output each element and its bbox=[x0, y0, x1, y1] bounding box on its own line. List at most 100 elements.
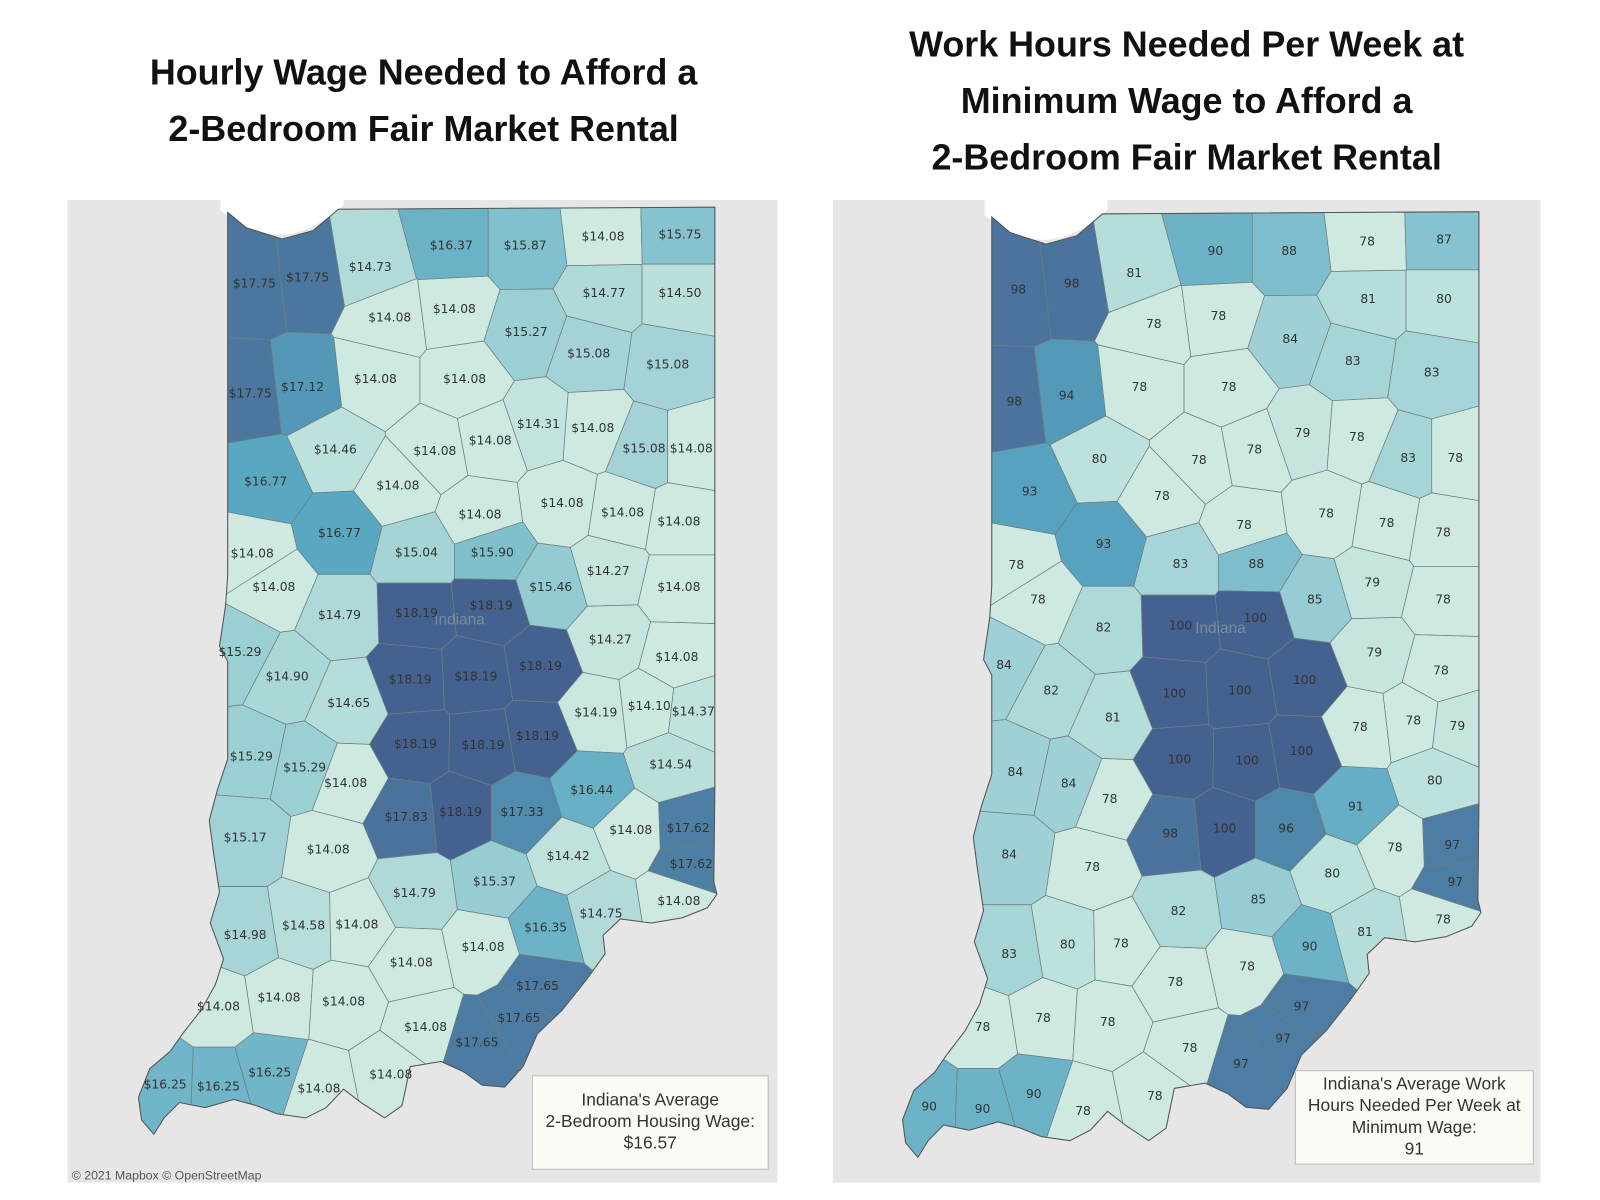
county-label: $14.08 bbox=[458, 507, 501, 521]
lake bbox=[984, 199, 1108, 240]
county-label: 78 bbox=[1035, 1011, 1051, 1025]
county-label: $18.19 bbox=[389, 672, 432, 686]
county-label: $14.37 bbox=[672, 704, 715, 718]
lake bbox=[220, 199, 344, 235]
county-label: $18.19 bbox=[462, 738, 505, 752]
county-label: $14.79 bbox=[318, 608, 361, 622]
average-text: $16.57 bbox=[624, 1133, 677, 1153]
county-label: 79 bbox=[1364, 576, 1380, 590]
county-label: 81 bbox=[1126, 266, 1142, 280]
county-label: 78 bbox=[1405, 714, 1421, 728]
county-label: $16.77 bbox=[244, 475, 287, 489]
county-label: $15.37 bbox=[473, 875, 516, 889]
county-label: 78 bbox=[1236, 518, 1252, 532]
county-label: 85 bbox=[1251, 893, 1267, 907]
attribution: © 2021 Mapbox © OpenStreetMap bbox=[72, 1168, 262, 1182]
county-label: 94 bbox=[1059, 388, 1075, 402]
county-label: 78 bbox=[1030, 592, 1046, 606]
county-label: 78 bbox=[1318, 507, 1334, 521]
average-box bbox=[1294, 1070, 1534, 1165]
county-label: $17.33 bbox=[501, 805, 544, 819]
county-label: 78 bbox=[1146, 317, 1162, 331]
county-label: 90 bbox=[1208, 244, 1224, 258]
county-label: $15.08 bbox=[567, 346, 610, 360]
county-label: 84 bbox=[1282, 332, 1298, 346]
county-label: $15.29 bbox=[218, 645, 261, 659]
county-label: 78 bbox=[1084, 860, 1100, 874]
county-label: $17.65 bbox=[455, 1036, 498, 1050]
county-label: 98 bbox=[1011, 283, 1027, 297]
county-label: $17.62 bbox=[667, 821, 710, 835]
state-outline bbox=[137, 206, 718, 1136]
county-label: $17.62 bbox=[670, 857, 713, 871]
county-label: 78 bbox=[1349, 430, 1365, 444]
county-label: 78 bbox=[1221, 380, 1237, 394]
county-label: $14.73 bbox=[349, 260, 392, 274]
county-label: 93 bbox=[1096, 537, 1112, 551]
county-label: 100 bbox=[1235, 753, 1258, 767]
state-outline bbox=[902, 211, 1482, 1159]
county-label: 79 bbox=[1295, 426, 1311, 440]
county-label: 78 bbox=[1147, 1089, 1163, 1103]
county-label: $14.08 bbox=[657, 515, 700, 529]
counties bbox=[902, 211, 1482, 1158]
county-label: $15.08 bbox=[623, 442, 666, 456]
county-label: 78 bbox=[1359, 235, 1375, 249]
county-label: $17.12 bbox=[281, 380, 324, 394]
county-label: $14.42 bbox=[547, 849, 590, 863]
county-label: $17.65 bbox=[516, 979, 559, 993]
county-label: 78 bbox=[975, 1020, 991, 1034]
county-label: 78 bbox=[1433, 663, 1449, 677]
county-label: $14.10 bbox=[628, 699, 671, 713]
county-label: $14.08 bbox=[390, 956, 433, 970]
county-label: $17.75 bbox=[233, 277, 276, 291]
county-label: $15.46 bbox=[529, 580, 572, 594]
county-label: $16.35 bbox=[524, 921, 567, 935]
county-label: $14.08 bbox=[335, 918, 378, 932]
average-text: Minimum Wage: bbox=[1352, 1117, 1477, 1137]
county-label: $14.08 bbox=[322, 995, 365, 1009]
county-label: $14.08 bbox=[354, 372, 397, 386]
county-label: 78 bbox=[1435, 525, 1451, 539]
county-label: $14.08 bbox=[609, 823, 652, 837]
county-label: 81 bbox=[1105, 711, 1121, 725]
county-label: 97 bbox=[1294, 999, 1310, 1013]
county-label: 83 bbox=[1001, 947, 1017, 961]
county-label: 78 bbox=[1182, 1041, 1198, 1055]
county-label: $18.19 bbox=[516, 729, 559, 743]
county-label: 90 bbox=[975, 1102, 991, 1116]
county-label: $15.29 bbox=[230, 749, 273, 763]
county-label: $14.08 bbox=[657, 580, 700, 594]
average-text: 2-Bedroom Housing Wage: bbox=[545, 1111, 755, 1131]
county-label: 88 bbox=[1281, 244, 1297, 258]
county-label: 80 bbox=[1324, 866, 1340, 880]
county-label: 90 bbox=[921, 1100, 937, 1114]
layout: Hourly Wage Needed to Afford a 2-Bedroom … bbox=[67, 25, 1541, 1183]
county-label: 100 bbox=[1168, 752, 1191, 766]
county-label: $14.08 bbox=[404, 1020, 447, 1034]
county-label: $14.08 bbox=[197, 1000, 240, 1014]
average-text: 91 bbox=[1405, 1138, 1424, 1158]
county-label: 78 bbox=[1387, 840, 1403, 854]
county-label: 96 bbox=[1278, 821, 1294, 835]
county-label: $14.08 bbox=[257, 990, 300, 1004]
county-label: $18.19 bbox=[439, 805, 482, 819]
county-label: $18.19 bbox=[454, 669, 497, 683]
county-label: 85 bbox=[1307, 592, 1323, 606]
county-label: 100 bbox=[1163, 686, 1186, 700]
county-label: 100 bbox=[1169, 618, 1192, 632]
county-label: 98 bbox=[1064, 276, 1080, 290]
county-label: 80 bbox=[1092, 452, 1108, 466]
county-label: 82 bbox=[1043, 683, 1059, 697]
county-label: $14.08 bbox=[307, 843, 350, 857]
county-label: 80 bbox=[1436, 292, 1452, 306]
county-label: $14.08 bbox=[413, 444, 456, 458]
average-text: Indiana's Average bbox=[581, 1090, 719, 1110]
county-label: $14.08 bbox=[670, 442, 713, 456]
county-label: 78 bbox=[1246, 443, 1262, 457]
county-label: $17.75 bbox=[286, 270, 329, 284]
county-label: $14.08 bbox=[541, 496, 584, 510]
county-label: $14.27 bbox=[587, 564, 630, 578]
county-label: $14.08 bbox=[231, 546, 274, 560]
county-label: $14.54 bbox=[649, 758, 692, 772]
